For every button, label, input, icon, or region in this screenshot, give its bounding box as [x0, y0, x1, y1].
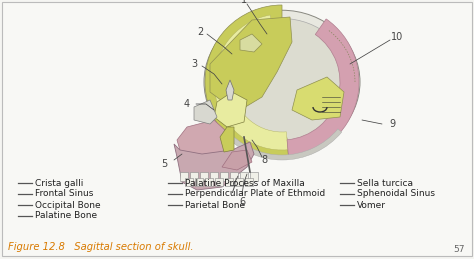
FancyBboxPatch shape — [2, 2, 472, 256]
Text: 6: 6 — [239, 197, 245, 207]
Wedge shape — [222, 129, 342, 160]
Polygon shape — [222, 150, 252, 170]
Text: Palatine Process of Maxilla: Palatine Process of Maxilla — [185, 178, 305, 188]
Text: Sphenoidal Sinus: Sphenoidal Sinus — [357, 190, 435, 198]
Text: Palatine Bone: Palatine Bone — [35, 212, 97, 220]
Wedge shape — [287, 19, 359, 159]
Ellipse shape — [204, 10, 360, 154]
Text: 2: 2 — [197, 27, 203, 37]
FancyBboxPatch shape — [190, 172, 198, 181]
FancyBboxPatch shape — [180, 172, 188, 181]
FancyBboxPatch shape — [250, 172, 258, 181]
Text: 10: 10 — [391, 32, 403, 42]
Text: 9: 9 — [389, 119, 395, 129]
FancyBboxPatch shape — [210, 172, 218, 181]
Polygon shape — [240, 34, 262, 52]
Wedge shape — [205, 5, 289, 159]
Text: Perpendicular Plate of Ethmoid: Perpendicular Plate of Ethmoid — [185, 190, 325, 198]
FancyBboxPatch shape — [215, 178, 223, 186]
Text: Vomer: Vomer — [357, 200, 386, 210]
Text: Occipital Bone: Occipital Bone — [35, 200, 100, 210]
Text: Parietal Bone: Parietal Bone — [185, 200, 245, 210]
Text: 8: 8 — [261, 155, 267, 165]
Ellipse shape — [213, 19, 351, 146]
FancyBboxPatch shape — [185, 178, 193, 186]
Polygon shape — [220, 127, 234, 152]
FancyBboxPatch shape — [230, 172, 238, 181]
Wedge shape — [214, 15, 288, 150]
FancyBboxPatch shape — [220, 172, 228, 181]
Text: Crista galli: Crista galli — [35, 178, 83, 188]
Text: 7: 7 — [229, 185, 235, 195]
FancyBboxPatch shape — [225, 178, 233, 186]
FancyBboxPatch shape — [195, 178, 203, 186]
Text: Frontal Sinus: Frontal Sinus — [35, 190, 93, 198]
Polygon shape — [226, 80, 234, 100]
FancyBboxPatch shape — [245, 178, 253, 186]
FancyBboxPatch shape — [200, 172, 208, 181]
FancyBboxPatch shape — [240, 172, 248, 181]
Text: 3: 3 — [191, 59, 197, 69]
Text: 5: 5 — [161, 159, 167, 169]
Text: Sella turcica: Sella turcica — [357, 178, 413, 188]
Polygon shape — [174, 142, 254, 190]
Polygon shape — [214, 92, 247, 127]
Text: Figure 12.8   Sagittal section of skull.: Figure 12.8 Sagittal section of skull. — [8, 242, 193, 252]
Text: 57: 57 — [454, 245, 465, 254]
Polygon shape — [210, 17, 292, 112]
FancyBboxPatch shape — [235, 178, 243, 186]
Text: 4: 4 — [184, 99, 190, 109]
Text: 1: 1 — [241, 0, 247, 5]
FancyBboxPatch shape — [205, 178, 213, 186]
Polygon shape — [177, 120, 232, 172]
Polygon shape — [292, 77, 344, 120]
Polygon shape — [194, 100, 217, 124]
